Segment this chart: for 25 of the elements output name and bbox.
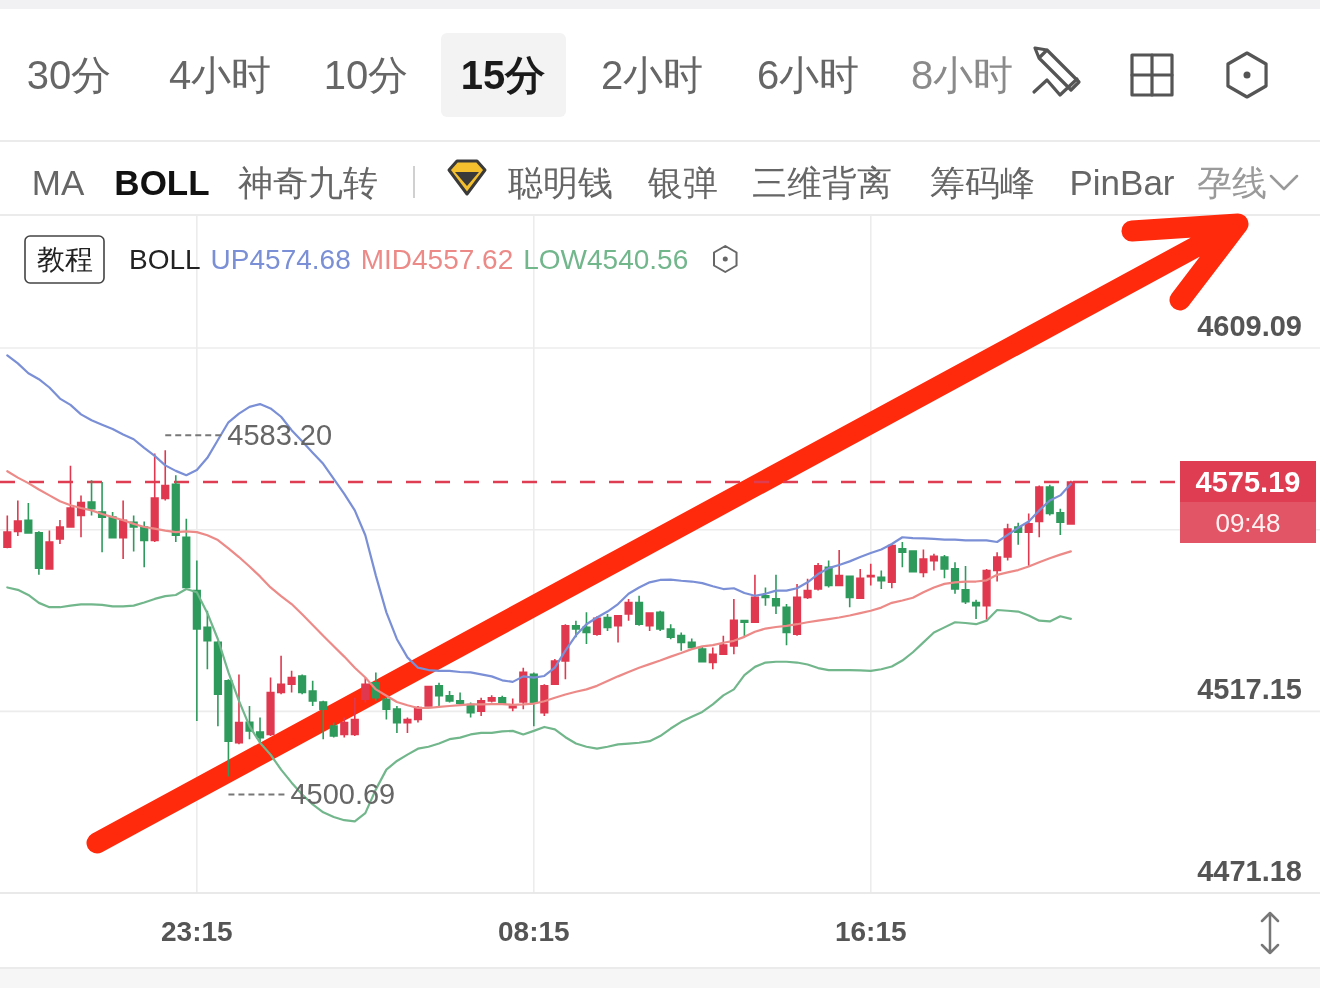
text: 三维背离 bbox=[752, 162, 892, 202]
text: 聪明钱 bbox=[507, 162, 613, 202]
y-tick-label: 4471.18 bbox=[1197, 855, 1302, 887]
x-tick-label: 16:15 bbox=[834, 915, 907, 947]
button: 教程 bbox=[24, 235, 105, 284]
y-tick-label: 4517.15 bbox=[1197, 673, 1302, 706]
text: 孕线 bbox=[1197, 162, 1267, 202]
text: 4小时 bbox=[168, 53, 272, 97]
text: 2小时 bbox=[600, 53, 704, 97]
text: 10分 bbox=[323, 53, 409, 97]
text: PinBar bbox=[1069, 162, 1175, 202]
legend: BOLL UP4574.68 MID4557.62 LOW4540.56 bbox=[129, 243, 689, 275]
text: BOLL bbox=[114, 162, 210, 202]
text: 15分 bbox=[460, 53, 546, 97]
text: 30分 bbox=[26, 53, 112, 97]
x-tick-label: 08:15 bbox=[497, 915, 570, 947]
text: 6小时 bbox=[756, 53, 860, 97]
annotation: 教程 bbox=[36, 244, 93, 275]
y-tick-label: 4609.09 bbox=[1197, 310, 1302, 343]
text: MA bbox=[31, 162, 85, 202]
text: 筹码峰 bbox=[929, 162, 1035, 202]
text: 银弹 bbox=[647, 162, 718, 202]
text: 神奇九转 bbox=[238, 162, 378, 202]
text: 8小时 bbox=[910, 53, 1014, 97]
x-tick-label: 23:15 bbox=[161, 915, 233, 947]
